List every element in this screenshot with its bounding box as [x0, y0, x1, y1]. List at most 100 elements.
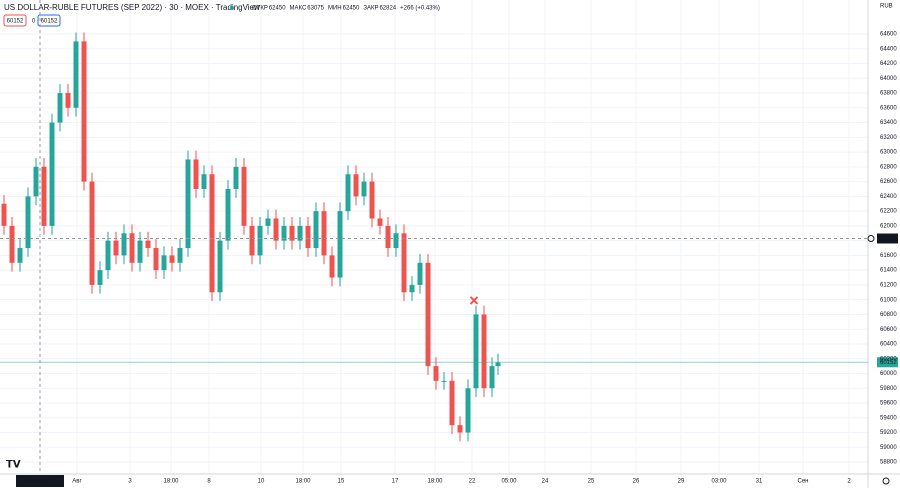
y-tick-label: 63600 [880, 105, 897, 111]
candle-body [377, 218, 383, 226]
candle-body [17, 248, 23, 263]
settings-icon[interactable] [882, 477, 890, 485]
candle-body [33, 166, 39, 197]
ohlc-value: 62450 [343, 6, 360, 12]
candle-body [369, 181, 375, 219]
y-tick-label: 62800 [880, 164, 897, 170]
candle-body [495, 362, 501, 367]
x-tick-label: 29 [678, 479, 685, 485]
crosshair-x-tag [16, 475, 64, 487]
x-tick-label: 18:00 [427, 479, 443, 485]
y-tick-label: 62600 [880, 179, 897, 185]
input-box [37, 14, 61, 27]
candle-body [209, 174, 215, 293]
candle-body [121, 233, 127, 256]
candle-body [129, 233, 135, 263]
chart-title: US DOLLAR-RUBLE FUTURES (SEP 2022) · 30 … [4, 3, 260, 12]
candle-body [41, 166, 47, 226]
candle-body [441, 380, 447, 382]
candle-body [457, 425, 463, 433]
candle-body [313, 211, 319, 249]
y-tick-label: 61800 [880, 238, 897, 244]
x-tick-label: 18:00 [163, 479, 179, 485]
candle-body [217, 240, 223, 293]
candle-body [433, 366, 439, 381]
y-tick-label: 59000 [880, 445, 897, 451]
x-tick-label: 10 [258, 479, 265, 485]
x-tick-label: Авг [72, 479, 82, 485]
y-tick-label: 59800 [880, 386, 897, 392]
candle-body [489, 366, 495, 389]
candle-body [289, 225, 295, 241]
x-tick-label: 24 [542, 479, 549, 485]
y-tick-label: 61600 [880, 253, 897, 259]
candle-body [145, 240, 151, 249]
candle-body [353, 174, 359, 197]
crosshair-x-label: 28 Июл '22 [25, 479, 56, 485]
y-tick-label: 62200 [880, 209, 897, 215]
ohlc-label: МАКС [290, 6, 307, 12]
candle-body [169, 255, 175, 263]
x-tick-label: 22 [469, 479, 476, 485]
y-tick-label: 60600 [880, 327, 897, 333]
input-box [3, 14, 27, 27]
ohlc-label: ЗАКР [363, 6, 378, 12]
candle-body [417, 262, 423, 285]
candle-body [1, 203, 7, 226]
candle-body [97, 270, 103, 285]
x-tick-label: 17 [392, 479, 399, 485]
marker [469, 296, 479, 305]
y-tick-label: 61000 [880, 297, 897, 303]
candle-body [233, 166, 239, 189]
candle-body [49, 122, 55, 226]
candle-body [9, 225, 15, 263]
candle-body [401, 233, 407, 293]
last-price-tag [877, 357, 898, 368]
candle-body [57, 93, 63, 123]
ohlc-legend: ОТКР 62450 МАКС 63075 МИН 62450 ЗАКР 62824 +266 … [229, 5, 440, 12]
y-tick-label: 61400 [880, 268, 897, 274]
input-value: 60152 [7, 19, 24, 25]
y-tick-label: 59600 [880, 401, 897, 407]
x-tick-label: 2 [847, 479, 851, 485]
candle-body [89, 181, 95, 285]
x-tick-label: 15 [338, 479, 345, 485]
candles [1, 32, 501, 442]
input-value: 0 [32, 19, 36, 25]
y-tick-label: 64200 [880, 61, 897, 67]
status-dot [229, 5, 235, 11]
grid [0, 0, 868, 474]
logo: 𝗧𝗩 [6, 460, 21, 471]
candle-body [241, 166, 247, 226]
candle-body [177, 248, 183, 263]
candle-body [201, 174, 207, 189]
y-tick-label: 63200 [880, 135, 897, 141]
candle-body [225, 188, 231, 241]
candle-body [321, 211, 327, 256]
candle-body [265, 218, 271, 226]
candle-body [273, 218, 279, 241]
ohlc-label: МИН [328, 6, 342, 12]
y-tick-label: 63400 [880, 120, 897, 126]
y-tick-label: 64000 [880, 76, 897, 82]
candle-body [449, 380, 455, 426]
x-tick-label: 03:00 [711, 479, 727, 485]
y-tick-label: 59400 [880, 415, 897, 421]
candle-body [361, 181, 367, 197]
ohlc-label: ОТКР [252, 6, 268, 12]
crosshair-y-label: 61829 [880, 236, 897, 242]
candle-body [25, 196, 31, 249]
x-tick-label: 18:00 [295, 479, 311, 485]
y-tick-label: 64400 [880, 46, 897, 52]
candle-body [473, 314, 479, 389]
input-value: 60152 [41, 19, 58, 25]
last-price-label: 60152 [880, 360, 897, 366]
y-tick-label: 60200 [880, 356, 897, 362]
ohlc-value: 62450 [269, 6, 286, 12]
candle-body [81, 41, 87, 182]
candle-body [337, 211, 343, 278]
ohlc-value: 62824 [379, 6, 396, 12]
x-tick-label: Сен [798, 479, 809, 485]
y-tick-label: 63000 [880, 150, 897, 156]
